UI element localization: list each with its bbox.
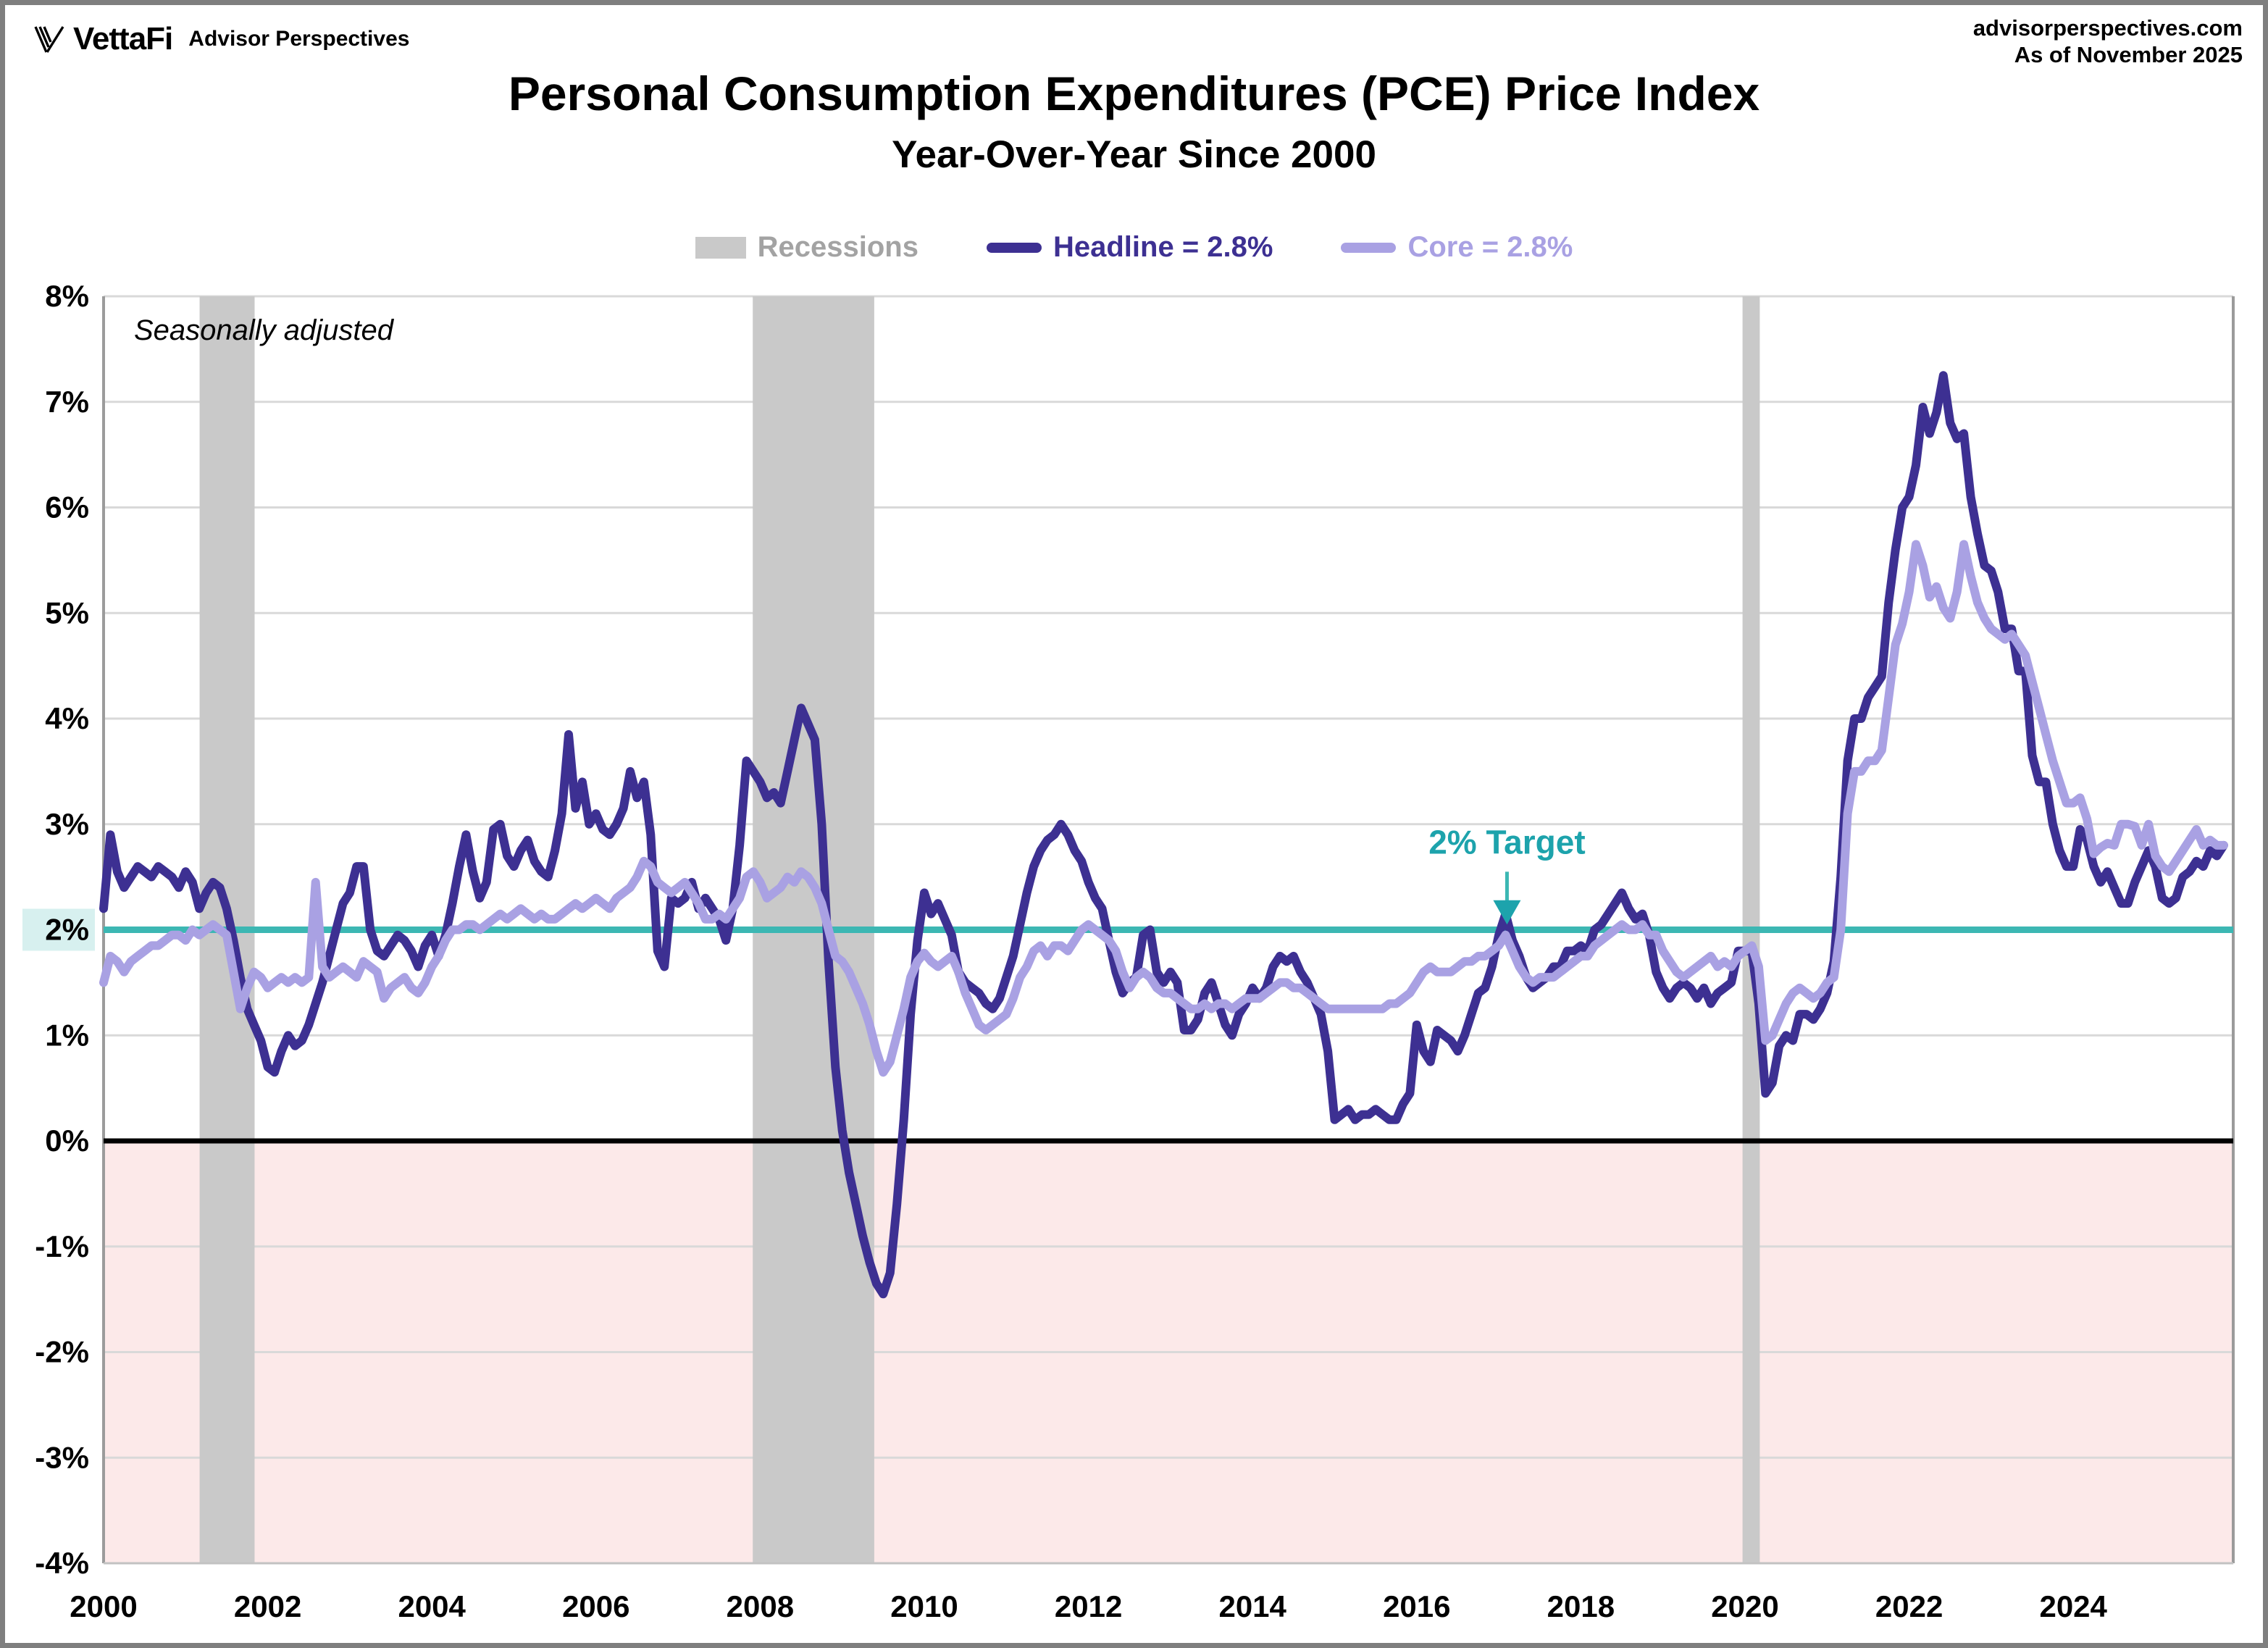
y-tick-label-2pct: 2% bbox=[45, 913, 89, 947]
target-annotation-label: 2% Target bbox=[1428, 824, 1585, 861]
as-of-date: As of November 2025 bbox=[2014, 41, 2243, 67]
x-tick-label-2002: 2002 bbox=[234, 1589, 301, 1623]
x-tick-label-2024: 2024 bbox=[2039, 1589, 2107, 1623]
y-tick-label--4pct: -4% bbox=[35, 1546, 89, 1580]
x-tick-label-2012: 2012 bbox=[1055, 1589, 1122, 1623]
target-tick-highlight bbox=[22, 908, 95, 951]
y-tick-label--3pct: -3% bbox=[35, 1440, 89, 1474]
seasonally-adjusted-note: Seasonally adjusted bbox=[134, 314, 395, 346]
x-tick-label-2006: 2006 bbox=[562, 1589, 629, 1623]
chart-subtitle: Year-Over-Year Since 2000 bbox=[892, 133, 1376, 176]
y-tick-label-5pct: 5% bbox=[45, 595, 89, 629]
legend-recessions-label: Recessions bbox=[757, 231, 919, 263]
x-tick-label-2018: 2018 bbox=[1547, 1589, 1615, 1623]
legend-item-recessions: Recessions bbox=[695, 231, 919, 264]
x-tick-label-2008: 2008 bbox=[727, 1589, 794, 1623]
x-tick-label-2020: 2020 bbox=[1711, 1589, 1778, 1623]
recession-swatch bbox=[695, 236, 746, 259]
pce-line-chart: 8% 7% 6% 5% 4% 3% 2% 1% 0% -1% -2% -3% -4% 2000 2002 20… bbox=[22, 279, 2235, 1623]
headline-swatch bbox=[986, 242, 1042, 253]
core-swatch bbox=[1341, 242, 1397, 253]
y-tick-label--2pct: -2% bbox=[35, 1335, 89, 1369]
y-tick-label-1pct: 1% bbox=[45, 1018, 89, 1052]
x-tick-label-2000: 2000 bbox=[70, 1589, 137, 1623]
x-tick-label-2022: 2022 bbox=[1875, 1589, 1943, 1623]
y-tick-label-8pct: 8% bbox=[45, 279, 89, 313]
x-tick-label-2016: 2016 bbox=[1383, 1589, 1450, 1623]
headline-series-line bbox=[99, 371, 2228, 1299]
target-arrow-head-icon bbox=[1493, 900, 1521, 925]
legend-headline-label: Headline = 2.8% bbox=[1053, 231, 1273, 263]
vettafi-logo-icon: VettaFi bbox=[33, 21, 173, 57]
legend-core-label: Core = 2.8% bbox=[1407, 231, 1573, 263]
vettafi-v-icon bbox=[34, 26, 64, 53]
y-tick-label-4pct: 4% bbox=[45, 701, 89, 735]
chart-title: Personal Consumption Expenditures (PCE) … bbox=[508, 67, 1760, 120]
y-tick-label-6pct: 6% bbox=[45, 490, 89, 524]
core-series-line bbox=[99, 540, 2228, 1077]
x-tick-label-2010: 2010 bbox=[890, 1589, 958, 1623]
y-tick-label--1pct: -1% bbox=[35, 1229, 89, 1263]
y-tick-label-7pct: 7% bbox=[45, 385, 89, 419]
x-tick-label-2014: 2014 bbox=[1218, 1589, 1286, 1623]
x-tick-label-2004: 2004 bbox=[398, 1589, 466, 1623]
site-url: advisorperspectives.com bbox=[1972, 15, 2243, 41]
vettafi-logo: VettaFi Advisor Perspectives bbox=[33, 21, 409, 57]
logo-subtitle: Advisor Perspectives bbox=[188, 27, 410, 51]
y-tick-label-3pct: 3% bbox=[45, 807, 89, 841]
y-tick-label-0pct: 0% bbox=[45, 1124, 89, 1158]
legend-item-core: Core = 2.8% bbox=[1341, 231, 1573, 264]
legend: Recessions Headline = 2.8% Core = 2.8% bbox=[5, 231, 2263, 264]
site-attribution: advisorperspectives.com As of November 2… bbox=[1973, 15, 2243, 68]
legend-item-headline: Headline = 2.8% bbox=[986, 231, 1273, 264]
logo-wordmark: VettaFi bbox=[73, 21, 173, 57]
